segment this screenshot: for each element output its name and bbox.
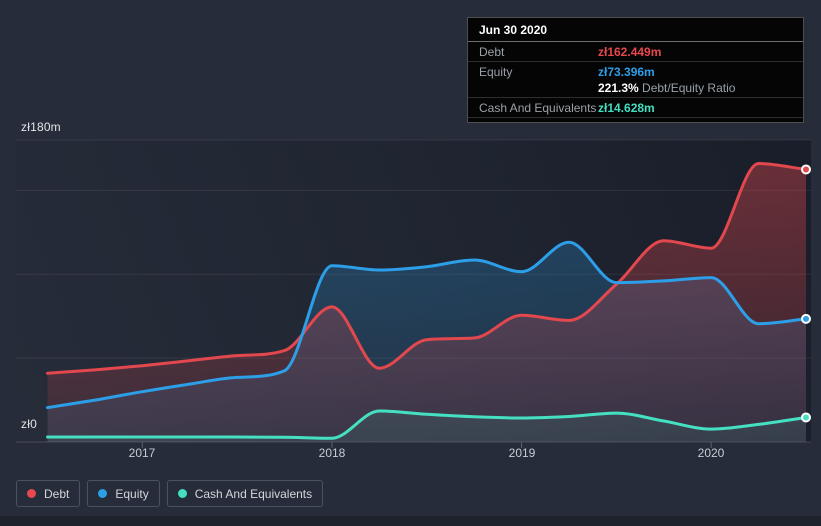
equity-endpoint-dot (801, 313, 811, 324)
legend-label-equity: Equity (115, 486, 149, 501)
chart-tooltip: Jun 30 2020 Debt zł162.449m Equity zł73.… (467, 17, 804, 123)
tooltip-equity-label: Equity (479, 65, 513, 79)
debt-line (46, 162, 808, 375)
debt-area (47, 163, 806, 442)
equity-line (46, 240, 808, 410)
cash-area (47, 411, 806, 442)
tooltip-cash-value: zł14.628m (598, 101, 655, 115)
tooltip-row-ratio: 221.3% Debt/Equity Ratio (468, 81, 803, 97)
tooltip-cash-label: Cash And Equivalents (479, 101, 597, 115)
legend-label-debt: Debt (44, 486, 70, 501)
cash-endpoint-dot (801, 412, 811, 423)
chart-legend: Debt Equity Cash And Equivalents (16, 480, 324, 507)
tooltip-debt-label: Debt (479, 45, 505, 59)
x-axis-label-2020: 2020 (697, 446, 725, 460)
tooltip-ratio-label: Debt/Equity Ratio (642, 81, 736, 95)
tooltip-row-cash: Cash And Equivalents zł14.628m (468, 97, 803, 118)
tooltip-date: Jun 30 2020 (468, 18, 803, 42)
cash-dot-icon (177, 489, 187, 498)
tooltip-debt-value: zł162.449m (598, 45, 662, 59)
y-axis-label-zero: zł0 (21, 417, 37, 431)
legend-item-debt[interactable]: Debt (16, 480, 81, 507)
cash-line (46, 409, 808, 440)
equity-dot-icon (98, 489, 108, 498)
x-axis-label-2019: 2019 (508, 446, 536, 460)
legend-item-equity[interactable]: Equity (87, 480, 160, 507)
footer-strip (0, 516, 821, 526)
tooltip-row-debt: Debt zł162.449m (468, 42, 803, 61)
tooltip-row-equity: Equity zł73.396m (468, 61, 803, 81)
legend-label-cash: Cash And Equivalents (194, 486, 313, 501)
legend-item-cash[interactable]: Cash And Equivalents (166, 480, 324, 507)
tooltip-equity-value: zł73.396m (598, 65, 655, 79)
x-axis-label-2017: 2017 (128, 446, 156, 460)
debt-endpoint-dot (801, 164, 811, 175)
y-axis-label-180m: zł180m (21, 120, 61, 134)
debt-dot-icon (27, 489, 36, 498)
x-axis-label-2018: 2018 (318, 446, 346, 460)
tooltip-ratio-value: 221.3% (598, 81, 639, 95)
